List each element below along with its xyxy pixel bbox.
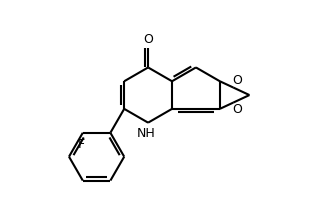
Text: F: F <box>77 138 84 151</box>
Text: O: O <box>143 33 153 46</box>
Text: O: O <box>232 103 242 116</box>
Text: NH: NH <box>137 127 155 140</box>
Text: O: O <box>232 74 242 87</box>
